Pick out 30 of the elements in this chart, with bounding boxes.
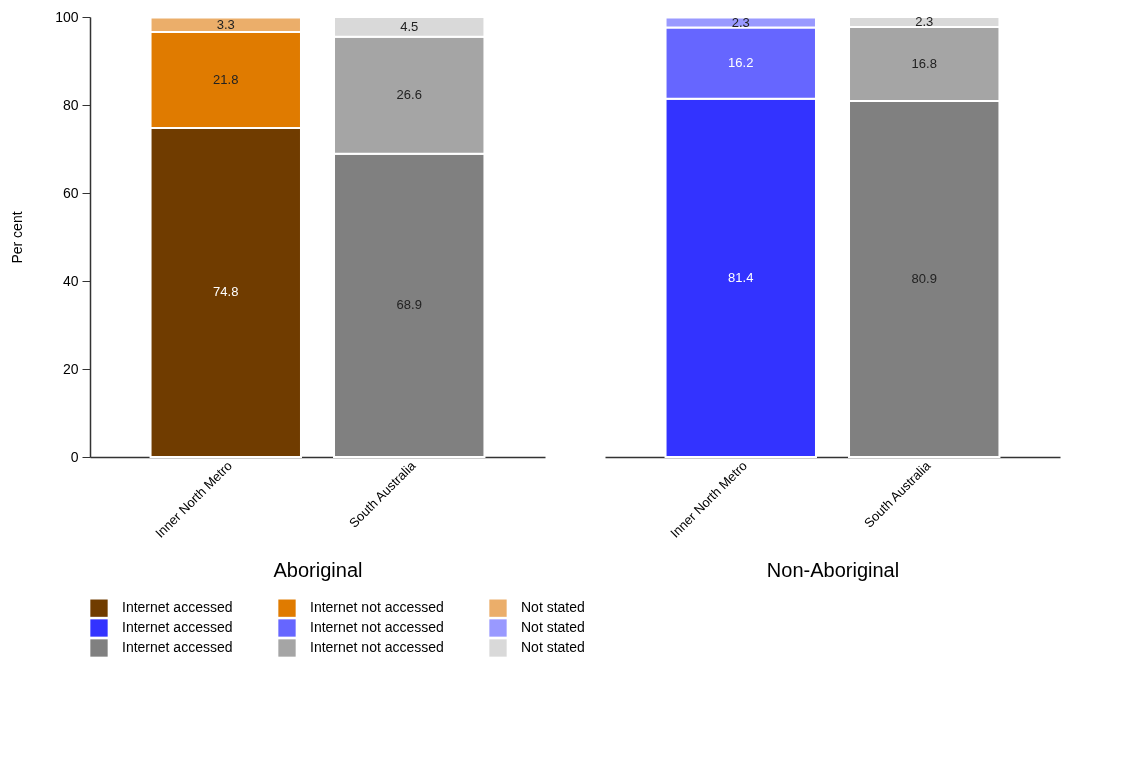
data-label: 21.8 — [213, 71, 239, 87]
data-label: 81.4 — [728, 269, 754, 285]
legend-label: Not stated — [521, 599, 585, 616]
legend-label: Internet not accessed — [310, 599, 444, 616]
y-tick-label: 60 — [62, 184, 79, 201]
data-label: 68.9 — [396, 297, 422, 313]
x-axis-title: Aboriginal — [273, 558, 363, 581]
data-label: 2.3 — [915, 14, 934, 30]
data-label: 80.9 — [911, 271, 937, 287]
y-tick-label: 0 — [70, 448, 79, 465]
legend-label: Internet not accessed — [310, 619, 444, 635]
data-label: 3.3 — [216, 16, 235, 32]
x-axis-title: Non-Aboriginal — [766, 558, 900, 581]
legend-label: Internet accessed — [122, 619, 233, 635]
y-axis-title: Per cent — [9, 211, 26, 264]
legend-label: Not stated — [521, 639, 585, 655]
data-label: 26.6 — [396, 87, 422, 103]
legend-label: Internet accessed — [122, 639, 233, 655]
data-label: 4.5 — [400, 18, 419, 34]
legend-label: Not stated — [521, 619, 585, 635]
data-label: 74.8 — [213, 284, 239, 300]
data-label: 16.8 — [911, 56, 937, 72]
y-tick-label: 80 — [62, 96, 79, 113]
data-label: 2.3 — [731, 14, 750, 30]
legend-label: Internet accessed — [122, 599, 233, 616]
data-label: 16.2 — [728, 55, 754, 71]
y-tick-label: 100 — [55, 8, 79, 25]
y-tick-label: 20 — [62, 360, 79, 377]
y-tick-label: 40 — [62, 272, 79, 289]
legend-label: Internet not accessed — [310, 639, 444, 655]
